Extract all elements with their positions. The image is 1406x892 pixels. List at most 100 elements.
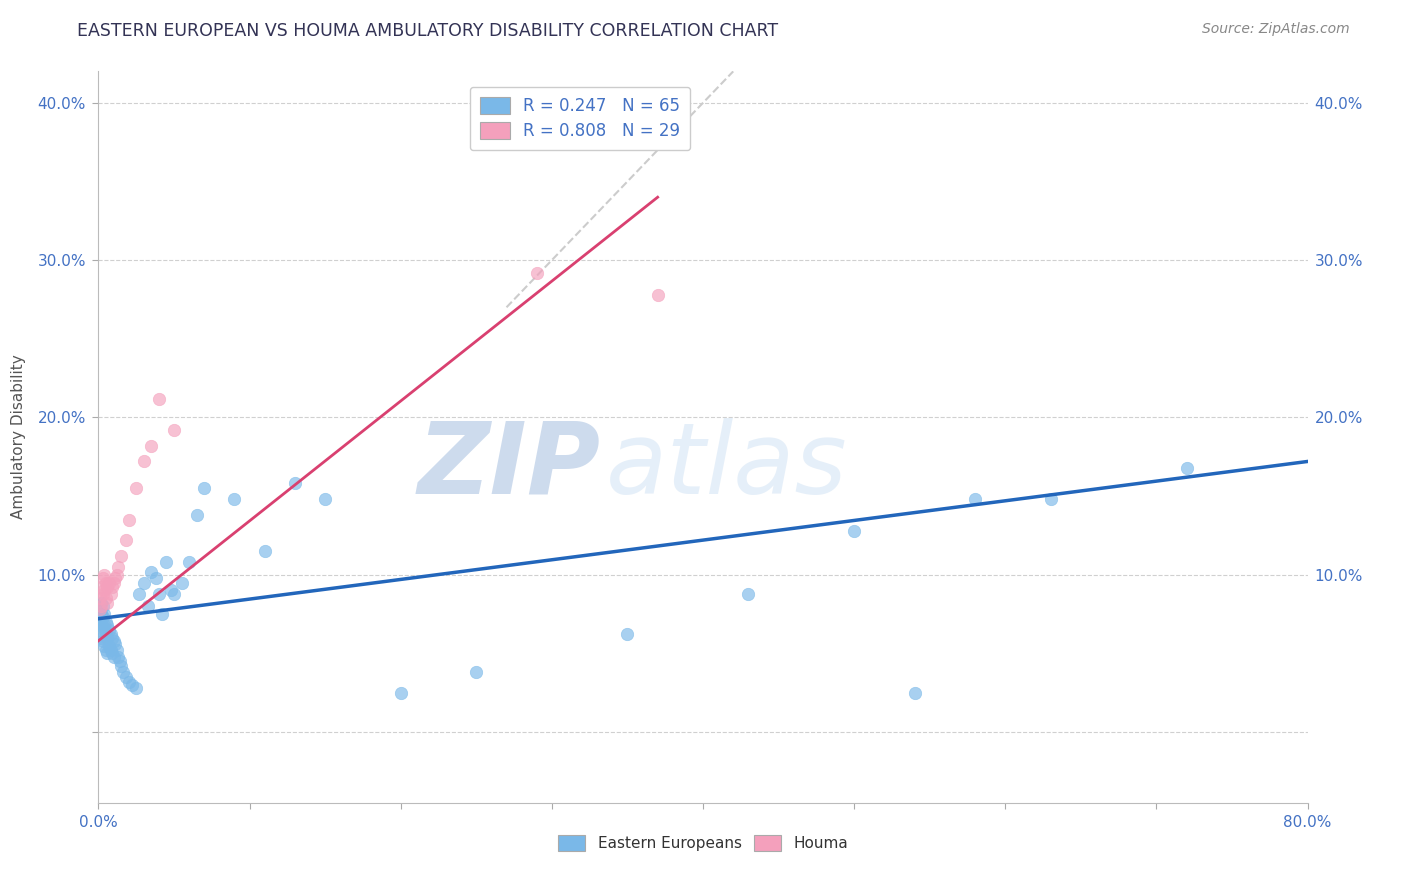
Point — [125, 481, 148, 495]
Point — [100, 643, 122, 657]
Point — [89, 602, 111, 616]
Text: ZIP: ZIP — [418, 417, 600, 515]
Point — [616, 627, 638, 641]
Point — [118, 513, 141, 527]
Legend: Eastern Europeans, Houma: Eastern Europeans, Houma — [551, 830, 855, 857]
Point — [160, 583, 183, 598]
Point — [104, 637, 127, 651]
Point — [93, 607, 115, 621]
Point — [101, 631, 124, 645]
Point — [91, 610, 114, 624]
Point — [284, 476, 307, 491]
Point — [96, 631, 118, 645]
Point — [98, 575, 121, 590]
Point — [100, 627, 122, 641]
Point — [91, 586, 114, 600]
Text: EASTERN EUROPEAN VS HOUMA AMBULATORY DISABILITY CORRELATION CHART: EASTERN EUROPEAN VS HOUMA AMBULATORY DIS… — [77, 22, 779, 40]
Point — [104, 571, 127, 585]
Point — [91, 599, 114, 614]
Point — [89, 591, 111, 606]
Point — [90, 607, 112, 621]
Point — [98, 639, 121, 653]
Point — [96, 646, 118, 660]
Point — [647, 287, 669, 301]
Point — [89, 602, 111, 616]
Point — [526, 266, 548, 280]
Point — [94, 615, 117, 629]
Point — [93, 583, 115, 598]
Point — [94, 626, 117, 640]
Point — [121, 678, 143, 692]
Point — [118, 674, 141, 689]
Point — [125, 681, 148, 695]
Point — [110, 659, 132, 673]
Point — [90, 631, 112, 645]
Point — [148, 586, 170, 600]
Point — [91, 619, 114, 633]
Point — [108, 654, 131, 668]
Point — [96, 596, 118, 610]
Text: atlas: atlas — [606, 417, 848, 515]
Point — [114, 670, 136, 684]
Point — [1175, 460, 1198, 475]
Point — [150, 607, 173, 621]
Point — [110, 549, 132, 563]
Point — [101, 646, 124, 660]
Point — [163, 423, 186, 437]
Point — [844, 524, 866, 538]
Point — [103, 649, 125, 664]
Y-axis label: Ambulatory Disability: Ambulatory Disability — [11, 355, 27, 519]
Point — [90, 618, 112, 632]
Point — [101, 580, 124, 594]
Point — [111, 665, 134, 680]
Point — [136, 599, 159, 614]
Point — [465, 665, 488, 680]
Point — [145, 571, 167, 585]
Point — [389, 686, 412, 700]
Text: Source: ZipAtlas.com: Source: ZipAtlas.com — [1202, 22, 1350, 37]
Point — [141, 565, 163, 579]
Point — [163, 586, 186, 600]
Point — [90, 599, 112, 614]
Point — [90, 580, 112, 594]
Point — [91, 633, 114, 648]
Point — [93, 567, 115, 582]
Point — [1039, 492, 1062, 507]
Point — [96, 618, 118, 632]
Point — [179, 555, 201, 569]
Point — [224, 492, 246, 507]
Point — [141, 439, 163, 453]
Point — [114, 533, 136, 548]
Point — [170, 575, 193, 590]
Point — [96, 580, 118, 594]
Point — [94, 575, 117, 590]
Point — [193, 481, 215, 495]
Point — [132, 454, 155, 468]
Point — [98, 623, 121, 637]
Point — [107, 649, 129, 664]
Point — [105, 643, 128, 657]
Point — [93, 639, 115, 653]
Point — [90, 596, 112, 610]
Point — [253, 544, 276, 558]
Point — [132, 575, 155, 590]
Point — [155, 555, 177, 569]
Point — [103, 633, 125, 648]
Point — [186, 508, 208, 522]
Point — [737, 586, 759, 600]
Point — [91, 571, 114, 585]
Point — [965, 492, 987, 507]
Point — [94, 591, 117, 606]
Point — [148, 392, 170, 406]
Point — [107, 559, 129, 574]
Point — [89, 612, 111, 626]
Point — [904, 686, 927, 700]
Point — [94, 643, 117, 657]
Point — [128, 586, 150, 600]
Point — [103, 575, 125, 590]
Point — [93, 618, 115, 632]
Point — [100, 586, 122, 600]
Point — [89, 623, 111, 637]
Point — [314, 492, 336, 507]
Point — [105, 567, 128, 582]
